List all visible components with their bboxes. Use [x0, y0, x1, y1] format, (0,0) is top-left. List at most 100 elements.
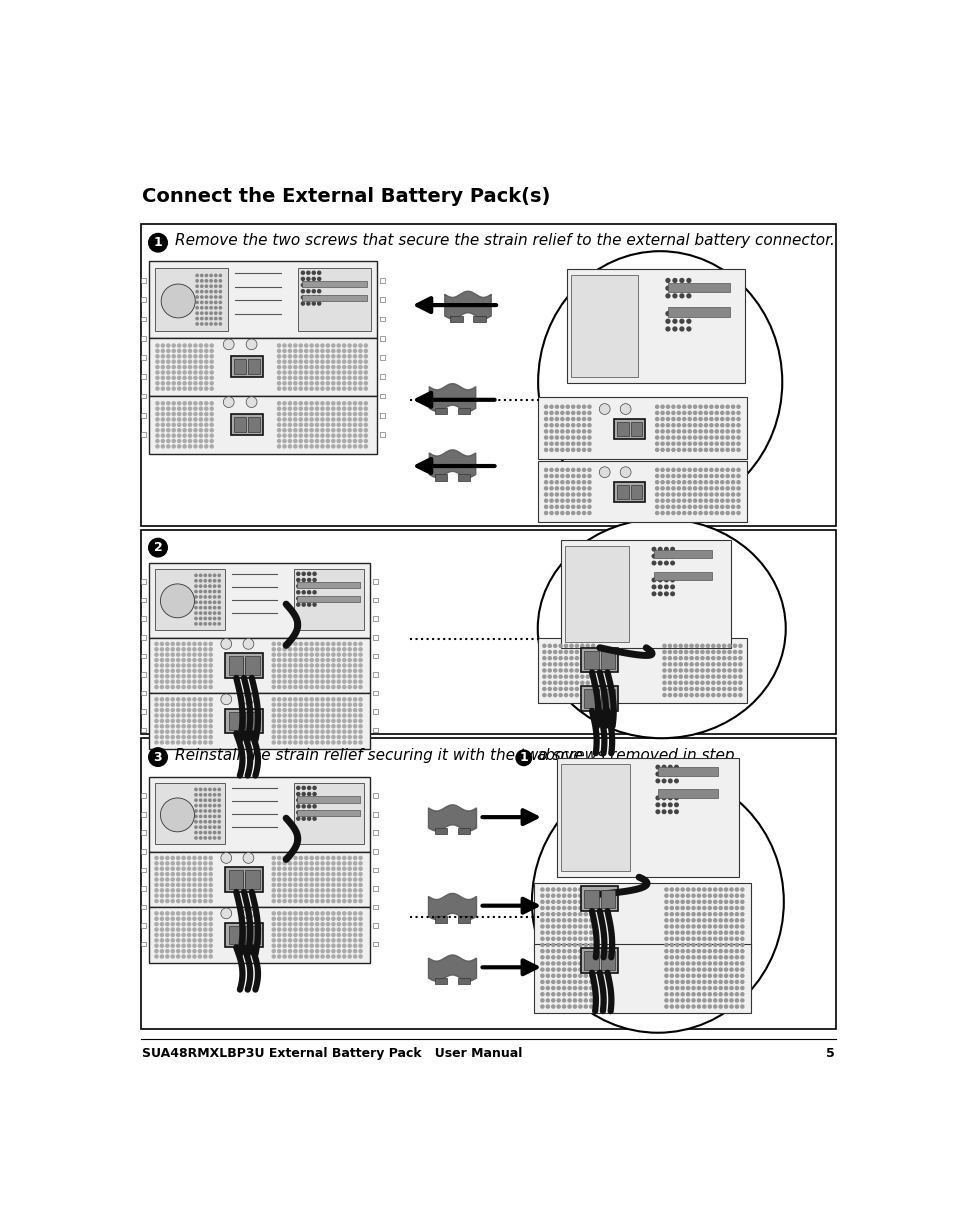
Circle shape	[735, 913, 738, 915]
Circle shape	[326, 939, 329, 942]
Circle shape	[209, 708, 213, 712]
Circle shape	[288, 407, 292, 410]
Circle shape	[733, 663, 736, 666]
Circle shape	[194, 579, 197, 582]
Circle shape	[326, 894, 329, 897]
Circle shape	[582, 865, 585, 867]
Circle shape	[729, 993, 732, 996]
Circle shape	[154, 939, 158, 942]
Circle shape	[583, 330, 586, 333]
Circle shape	[299, 439, 302, 443]
Circle shape	[603, 620, 606, 622]
Circle shape	[671, 423, 675, 427]
Circle shape	[598, 789, 601, 791]
Circle shape	[609, 566, 612, 568]
Circle shape	[720, 442, 723, 445]
Circle shape	[189, 366, 192, 368]
Circle shape	[680, 888, 683, 891]
Circle shape	[611, 368, 614, 371]
Circle shape	[684, 669, 687, 672]
Circle shape	[321, 883, 324, 886]
Circle shape	[310, 361, 313, 363]
Circle shape	[555, 487, 558, 490]
Circle shape	[166, 928, 169, 931]
Circle shape	[562, 919, 565, 921]
Circle shape	[299, 735, 302, 739]
Circle shape	[348, 401, 351, 405]
Circle shape	[735, 999, 738, 1002]
Circle shape	[571, 506, 574, 508]
Circle shape	[567, 907, 571, 909]
Circle shape	[336, 355, 340, 358]
Circle shape	[204, 821, 206, 823]
Circle shape	[571, 854, 574, 856]
Circle shape	[219, 307, 221, 309]
Circle shape	[154, 856, 158, 859]
Circle shape	[603, 593, 606, 595]
Circle shape	[582, 784, 585, 787]
Circle shape	[666, 506, 669, 508]
Circle shape	[337, 643, 340, 645]
Circle shape	[326, 439, 329, 443]
Circle shape	[176, 680, 179, 683]
Circle shape	[288, 708, 292, 712]
Circle shape	[193, 344, 196, 347]
Circle shape	[283, 899, 286, 903]
Circle shape	[674, 810, 678, 814]
Circle shape	[697, 999, 700, 1002]
Circle shape	[674, 802, 678, 806]
Circle shape	[337, 648, 340, 650]
Circle shape	[589, 956, 592, 958]
Circle shape	[326, 355, 329, 358]
Circle shape	[727, 693, 730, 697]
Circle shape	[172, 355, 175, 358]
Circle shape	[317, 271, 320, 275]
Circle shape	[711, 663, 714, 666]
Circle shape	[302, 787, 305, 789]
Polygon shape	[444, 291, 491, 319]
Bar	[658, 789, 718, 798]
Circle shape	[582, 469, 585, 471]
Circle shape	[731, 405, 734, 409]
Circle shape	[673, 681, 676, 685]
Circle shape	[310, 879, 313, 881]
Circle shape	[571, 795, 574, 798]
Circle shape	[342, 664, 346, 667]
Circle shape	[551, 974, 555, 977]
Circle shape	[337, 899, 340, 903]
Circle shape	[294, 912, 296, 915]
Circle shape	[566, 436, 569, 439]
Circle shape	[189, 387, 192, 390]
Circle shape	[566, 411, 569, 415]
Circle shape	[209, 574, 211, 577]
Circle shape	[616, 287, 618, 290]
Circle shape	[598, 827, 601, 829]
Circle shape	[304, 856, 308, 859]
Circle shape	[332, 361, 335, 363]
Circle shape	[580, 693, 583, 697]
Circle shape	[711, 687, 714, 691]
Bar	[141, 831, 146, 836]
Circle shape	[342, 350, 345, 352]
Circle shape	[719, 937, 721, 940]
Circle shape	[735, 980, 738, 984]
Circle shape	[666, 436, 669, 439]
Circle shape	[177, 439, 180, 443]
Circle shape	[571, 768, 574, 771]
Circle shape	[583, 292, 586, 294]
Circle shape	[167, 445, 170, 448]
Circle shape	[332, 923, 335, 925]
Circle shape	[312, 271, 315, 275]
Circle shape	[288, 912, 292, 915]
Circle shape	[604, 768, 606, 771]
Circle shape	[609, 822, 612, 825]
Circle shape	[583, 1005, 587, 1009]
Circle shape	[321, 648, 324, 650]
Circle shape	[358, 401, 361, 405]
Circle shape	[277, 918, 280, 920]
Circle shape	[587, 560, 590, 563]
Circle shape	[348, 412, 351, 416]
Circle shape	[288, 344, 292, 347]
Circle shape	[154, 934, 158, 936]
Circle shape	[546, 962, 549, 964]
